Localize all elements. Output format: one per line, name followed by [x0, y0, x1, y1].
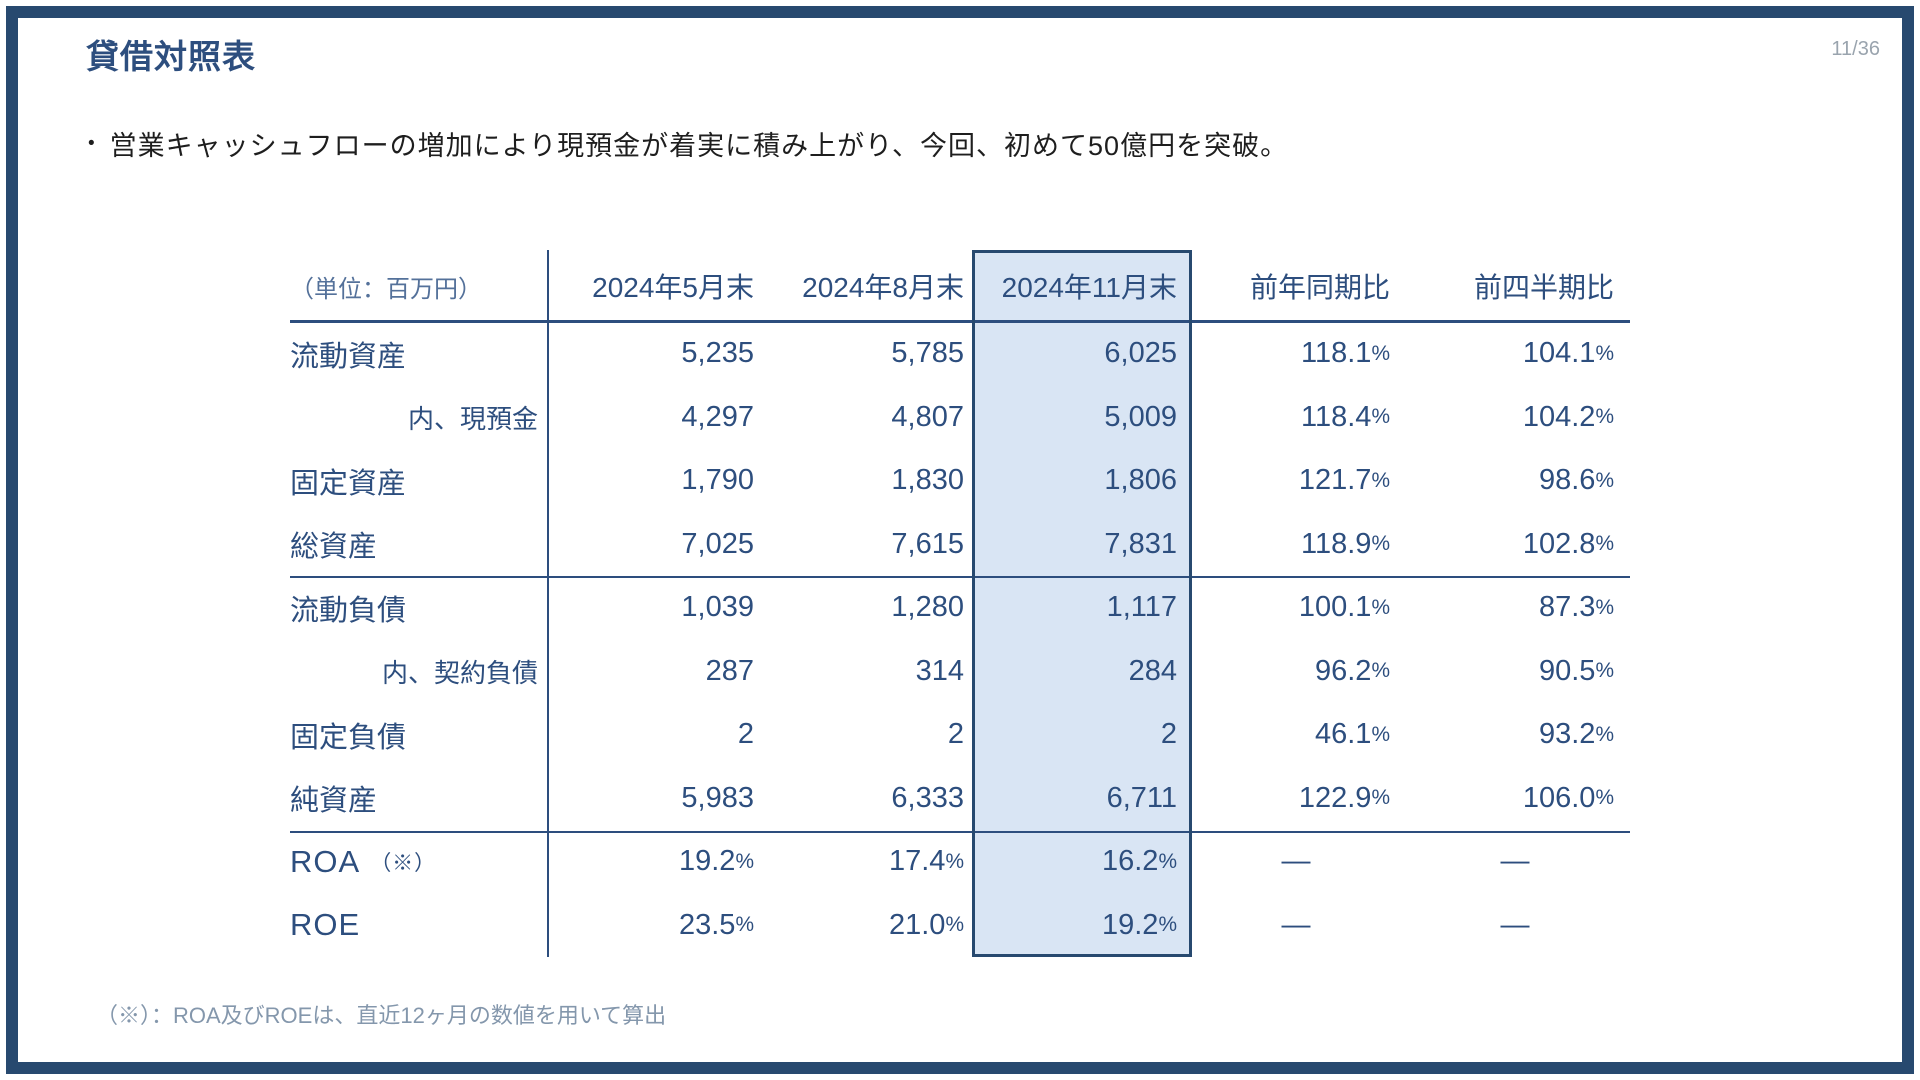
table-cell-highlighted: 19.2%	[1101, 908, 1177, 941]
bullet-point: • 営業キャッシュフローの増加により現預金が着実に積み上がり、今回、初めて50億…	[88, 124, 1288, 163]
bullet-marker: •	[88, 132, 96, 154]
table-cell: 118.4%	[1301, 400, 1390, 433]
table-grid: （単位：百万円） 2024年5月末 2024年8月末 2024年11月末 前年同…	[290, 250, 1630, 957]
table-cell: 118.1%	[1301, 337, 1390, 370]
table-cell: 5,235	[681, 337, 754, 370]
balance-sheet-table: （単位：百万円） 2024年5月末 2024年8月末 2024年11月末 前年同…	[290, 250, 1630, 957]
table-cell: 1,790	[681, 464, 754, 497]
page-title: 貸借対照表	[86, 38, 256, 75]
table-cell-highlighted: 6,711	[1106, 781, 1177, 814]
column-header: 前四半期比	[1473, 272, 1614, 303]
table-cell-highlighted: 284	[1128, 654, 1177, 687]
table-cell: 314	[915, 654, 964, 687]
table-cell: 287	[705, 654, 754, 687]
table-cell: 21.0%	[888, 908, 964, 941]
table-cell-highlighted: 1,117	[1106, 591, 1177, 624]
table-cell: 4,807	[891, 400, 964, 433]
table-cell-highlighted: 2	[1160, 718, 1177, 751]
table-section-rule-assets	[290, 576, 1630, 578]
table-cell: 96.2%	[1314, 654, 1390, 687]
table-cell: 7,025	[681, 527, 754, 560]
table-cell: 98.6%	[1538, 464, 1614, 497]
table-cell: 23.5%	[678, 908, 754, 941]
table-cell: 122.9%	[1298, 781, 1390, 814]
footnote: （※）：ROA及びROEは、直近12ヶ月の数値を用いて算出	[96, 1003, 667, 1028]
table-cell: 2	[947, 718, 964, 751]
highlight-column-background	[972, 250, 1192, 957]
row-label: 固定負債	[290, 721, 407, 754]
column-header: 前年同期比	[1249, 272, 1390, 303]
table-cell: 121.7%	[1298, 464, 1390, 497]
table-cell: 104.2%	[1522, 400, 1614, 433]
bullet-text: 営業キャッシュフローの増加により現預金が着実に積み上がり、今回、初めて50億円を…	[109, 131, 1289, 161]
row-label: 流動資産	[290, 340, 407, 373]
table-cell-highlighted: 7,831	[1104, 527, 1177, 560]
table-cell: 1,039	[681, 591, 754, 624]
table-section-rule-liabilities	[290, 831, 1630, 833]
table-cell: —	[1281, 908, 1311, 941]
column-header: 2024年5月末	[592, 272, 754, 303]
row-label: 流動負債	[290, 594, 407, 627]
row-label: 総資産	[290, 531, 378, 564]
table-cell: 100.1%	[1298, 591, 1390, 624]
row-label: ROE	[290, 907, 361, 943]
table-cell-highlighted: 16.2%	[1101, 845, 1177, 878]
table-header-rule	[290, 320, 1630, 323]
table-cell: 4,297	[681, 400, 754, 433]
table-cell: 5,983	[681, 781, 754, 814]
table-cell: 19.2%	[678, 845, 754, 878]
table-vertical-rule	[547, 250, 549, 957]
unit-label: （単位：百万円）	[290, 275, 482, 303]
table-cell: 93.2%	[1538, 718, 1614, 751]
row-label-text: ROA	[290, 843, 361, 879]
row-label: ROA （※）	[290, 830, 548, 894]
table-cell: —	[1281, 845, 1311, 878]
table-cell: —	[1500, 845, 1530, 878]
table-cell: 17.4%	[888, 845, 964, 878]
table-cell-highlighted: 1,806	[1104, 464, 1177, 497]
table-cell: —	[1500, 908, 1530, 941]
page-number: 11/36	[1831, 38, 1880, 60]
row-label-note: （※）	[370, 851, 437, 875]
table-cell: 87.3%	[1538, 591, 1614, 624]
column-header: 2024年8月末	[802, 272, 964, 303]
row-label-sub: 内、現預金	[407, 403, 538, 434]
table-cell: 7,615	[891, 527, 964, 560]
table-cell-highlighted: 6,025	[1104, 337, 1177, 370]
row-label: 固定資産	[290, 467, 407, 500]
table-cell: 106.0%	[1522, 781, 1614, 814]
table-cell-highlighted: 5,009	[1104, 400, 1177, 433]
table-cell: 46.1%	[1314, 718, 1390, 751]
table-cell: 1,280	[891, 591, 964, 624]
table-cell: 90.5%	[1538, 654, 1614, 687]
table-cell: 102.8%	[1522, 527, 1614, 560]
table-cell: 2	[737, 718, 754, 751]
row-label-sub: 内、契約負債	[381, 657, 538, 688]
highlight-column-border	[972, 250, 1192, 957]
table-cell: 118.9%	[1301, 527, 1390, 560]
column-header-highlighted: 2024年11月末	[1001, 272, 1177, 303]
table-cell: 104.1%	[1522, 337, 1614, 370]
table-cell: 6,333	[891, 781, 964, 814]
table-cell: 1,830	[891, 464, 964, 497]
table-cell: 5,785	[891, 337, 964, 370]
row-label: 純資産	[290, 785, 378, 818]
